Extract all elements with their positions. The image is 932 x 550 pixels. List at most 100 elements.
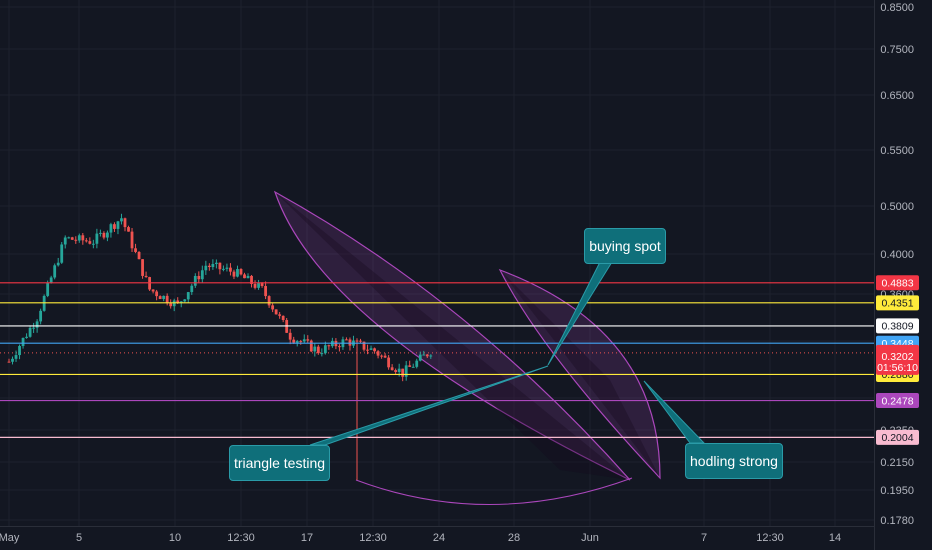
candle-body	[169, 303, 173, 307]
candle-body	[218, 262, 222, 270]
candle-body	[415, 360, 419, 367]
candle-body	[91, 243, 95, 245]
level-price-tag: 0.3809	[881, 321, 913, 333]
triangle-shadow	[275, 192, 630, 480]
candle-body	[323, 345, 327, 354]
price-tick-label: 0.5000	[880, 201, 914, 213]
candle-body	[327, 345, 331, 347]
candle-body	[232, 271, 236, 277]
time-tick-label: 28	[508, 532, 520, 544]
time-tick-label: Jun	[581, 532, 599, 544]
countdown-tag: 01:56:10	[877, 362, 918, 374]
candle-body	[211, 263, 215, 268]
candle-body	[186, 292, 190, 300]
candle-body	[355, 340, 359, 342]
time-tick-label: 14	[829, 532, 841, 544]
time-tick-label: 5	[76, 532, 82, 544]
candle-body	[338, 346, 341, 348]
hodling-strong-callout: hodling strong	[685, 443, 783, 479]
candle-body	[274, 309, 278, 315]
candle-body	[376, 351, 380, 356]
time-axis[interactable]: May 5 10 12:30 17 12:30 24 28 Jun 7 12:30 14	[0, 526, 874, 545]
candle-body	[387, 357, 391, 368]
candle-body	[49, 277, 53, 283]
time-tick-label: 12:30	[756, 532, 784, 544]
candle-body	[141, 259, 144, 276]
candle-body	[98, 232, 102, 234]
candle-body	[429, 355, 433, 357]
candle-body	[222, 268, 225, 270]
price-tick-label: 0.1950	[880, 485, 914, 497]
candle-body	[14, 355, 18, 359]
price-tick-label: 0.1780	[880, 515, 914, 527]
candle-body	[120, 218, 123, 222]
candle-body	[309, 340, 313, 352]
candle-body	[155, 291, 159, 297]
candle-body	[190, 285, 194, 293]
level-price-tag: 0.2004	[881, 432, 913, 444]
candle-body	[77, 235, 81, 241]
candle-body	[60, 244, 64, 263]
candle-body	[63, 237, 67, 245]
candle-body	[39, 310, 43, 322]
candle-body	[21, 337, 25, 347]
candle-body	[137, 251, 141, 260]
horizontal-levels	[0, 282, 874, 439]
candle-body	[267, 296, 271, 306]
candle-body	[165, 295, 169, 304]
candle-body	[366, 349, 369, 351]
time-tick-label: 17	[301, 532, 313, 544]
candle-body	[260, 283, 264, 287]
candle-body	[144, 275, 148, 278]
candle-body	[162, 295, 166, 300]
candle-body	[67, 237, 71, 239]
candle-body	[11, 358, 14, 362]
candle-body	[253, 284, 257, 288]
candle-body	[106, 232, 109, 238]
candle-body	[88, 241, 92, 244]
candle-body	[299, 341, 303, 343]
candle-body	[250, 275, 253, 285]
price-tick-label: 0.6500	[880, 90, 914, 102]
candle-body	[81, 235, 85, 241]
triangle-testing-callout: triangle testing	[229, 445, 330, 481]
price-tick-label: 0.4000	[880, 249, 914, 261]
candle-body	[422, 354, 426, 356]
level-price-tag-bg	[876, 275, 919, 291]
candle-body	[130, 231, 134, 249]
candle-body	[200, 270, 204, 280]
candle-body	[204, 265, 208, 271]
level-price-tag-bg	[876, 429, 919, 445]
candle-body	[151, 289, 155, 292]
candle-body	[35, 321, 39, 328]
level-price-tag: 0.4883	[881, 278, 913, 290]
candle-body	[401, 368, 405, 377]
candle-body	[425, 354, 429, 357]
candle-body	[246, 275, 250, 279]
price-tick-label: 0.2150	[880, 457, 914, 469]
candle-body	[95, 233, 99, 244]
price-tick-label: 0.8500	[880, 2, 914, 14]
candle-body	[397, 368, 401, 372]
level-price-tag-bg	[876, 318, 919, 334]
low-price-tag-bg	[876, 348, 919, 364]
candle-body	[18, 346, 21, 356]
time-tick-label: May	[0, 532, 20, 544]
level-price-tag-bg	[876, 295, 919, 311]
candle-body	[229, 267, 232, 272]
level-price-tag: 0.2478	[881, 395, 913, 407]
candle-body	[418, 354, 422, 361]
candle-body	[383, 355, 387, 358]
candle-body	[404, 365, 408, 377]
price-tick-label: 0.7500	[880, 44, 914, 56]
candle-body	[28, 327, 32, 337]
low-price-tag: 0.3202	[881, 351, 913, 363]
candle-body	[56, 262, 60, 266]
candle-body	[316, 346, 320, 354]
candle-body	[257, 283, 260, 288]
buying-spot-callout: buying spot	[584, 228, 666, 264]
candle-body	[46, 282, 50, 296]
candle-body	[239, 269, 243, 275]
